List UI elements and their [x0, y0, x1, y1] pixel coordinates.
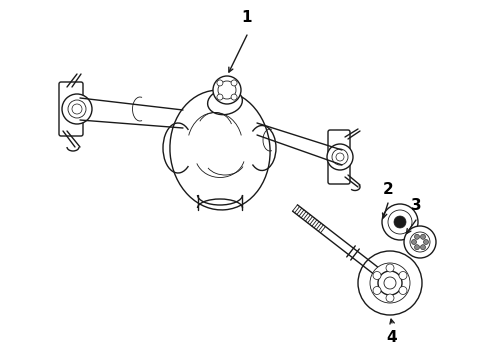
Circle shape — [217, 80, 223, 86]
Circle shape — [415, 234, 419, 239]
Circle shape — [420, 234, 425, 239]
Circle shape — [231, 80, 237, 86]
Circle shape — [388, 210, 412, 234]
Circle shape — [382, 204, 418, 240]
Circle shape — [231, 94, 237, 100]
Circle shape — [68, 100, 86, 118]
Text: 4: 4 — [387, 330, 397, 346]
FancyBboxPatch shape — [59, 82, 83, 136]
Circle shape — [373, 287, 381, 294]
Circle shape — [217, 94, 223, 100]
Circle shape — [332, 149, 348, 165]
Circle shape — [384, 277, 396, 289]
Circle shape — [410, 232, 430, 252]
FancyBboxPatch shape — [328, 130, 350, 184]
Circle shape — [327, 144, 353, 170]
Circle shape — [420, 245, 425, 250]
Circle shape — [336, 153, 344, 161]
Ellipse shape — [172, 117, 212, 172]
Circle shape — [358, 251, 422, 315]
Circle shape — [218, 81, 236, 99]
Circle shape — [72, 104, 82, 114]
Circle shape — [399, 287, 407, 294]
Circle shape — [378, 271, 402, 295]
Circle shape — [415, 245, 419, 250]
Circle shape — [399, 271, 407, 279]
Ellipse shape — [208, 89, 243, 115]
Circle shape — [386, 264, 394, 272]
Ellipse shape — [170, 90, 270, 210]
Circle shape — [394, 216, 406, 228]
Ellipse shape — [228, 117, 268, 172]
Circle shape — [412, 239, 416, 244]
Circle shape — [373, 271, 381, 279]
Circle shape — [423, 239, 428, 244]
Circle shape — [386, 294, 394, 302]
Circle shape — [213, 76, 241, 104]
Text: 1: 1 — [242, 10, 252, 26]
Circle shape — [370, 263, 410, 303]
Text: 2: 2 — [383, 183, 393, 198]
Circle shape — [62, 94, 92, 124]
Text: 3: 3 — [411, 198, 421, 212]
Circle shape — [404, 226, 436, 258]
